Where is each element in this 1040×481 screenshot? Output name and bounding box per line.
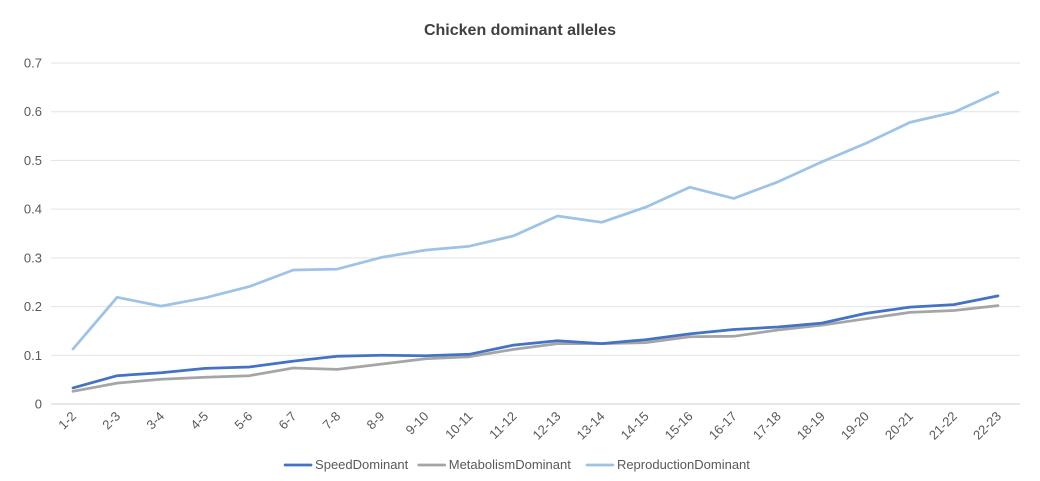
y-tick-label: 0.5 <box>24 153 42 168</box>
x-tick-label: 12-13 <box>530 409 564 443</box>
x-tick-label: 8-9 <box>364 409 388 433</box>
x-tick-label: 7-8 <box>320 409 344 433</box>
legend-item: SpeedDominant <box>283 457 409 472</box>
legend: SpeedDominant MetabolismDominant Reproduct… <box>283 457 750 472</box>
y-axis-tick-labels: 0 0.1 0.2 0.3 0.4 0.5 0.6 0.7 <box>24 56 42 412</box>
series-line-speeddominant <box>71 294 1000 390</box>
x-tick-label: 3-4 <box>143 409 167 433</box>
y-tick-label: 0.6 <box>24 104 42 119</box>
x-tick-label: 16-17 <box>706 409 740 443</box>
x-tick-label: 13-14 <box>574 409 608 443</box>
y-tick-label: 0.2 <box>24 299 42 314</box>
x-tick-label: 11-12 <box>486 409 519 442</box>
x-tick-label: 17-18 <box>750 409 784 443</box>
x-tick-label: 9-10 <box>402 409 431 438</box>
legend-item: MetabolismDominant <box>417 457 571 472</box>
x-tick-label: 18-19 <box>794 409 828 443</box>
x-tick-label: 22-23 <box>970 409 1004 443</box>
chart-title: Chicken dominant alleles <box>424 22 616 39</box>
series-line-reproductiondominant <box>71 90 1000 351</box>
x-tick-label: 5-6 <box>231 409 255 433</box>
legend-item: ReproductionDominant <box>585 457 750 472</box>
x-tick-label: 2-3 <box>99 409 123 433</box>
legend-label: SpeedDominant <box>315 457 409 472</box>
series-line-metabolismdominant <box>71 304 1000 393</box>
x-tick-label: 6-7 <box>275 409 299 433</box>
x-tick-label: 21-22 <box>926 409 960 443</box>
x-tick-label: 1-2 <box>55 409 79 433</box>
x-tick-label: 20-21 <box>882 409 916 443</box>
series-lines <box>71 90 1000 393</box>
legend-label: MetabolismDominant <box>449 457 571 472</box>
x-tick-label: 4-5 <box>187 409 211 433</box>
legend-label: ReproductionDominant <box>617 457 750 472</box>
y-tick-label: 0.1 <box>24 348 42 363</box>
y-tick-label: 0.7 <box>24 56 42 71</box>
x-axis-tick-labels: 1-2 2-3 3-4 4-5 5-6 6-7 7-8 8-9 9-10 10-11 11-12 12… <box>55 409 1004 443</box>
x-tick-label: 14-15 <box>618 409 652 443</box>
x-tick-label: 15-16 <box>662 409 696 443</box>
y-tick-label: 0.4 <box>24 202 42 217</box>
y-tick-label: 0.3 <box>24 250 42 265</box>
x-tick-label: 10-11 <box>442 409 475 442</box>
gridlines <box>51 62 1020 405</box>
y-tick-label: 0 <box>35 397 42 412</box>
x-tick-label: 19-20 <box>838 409 872 443</box>
